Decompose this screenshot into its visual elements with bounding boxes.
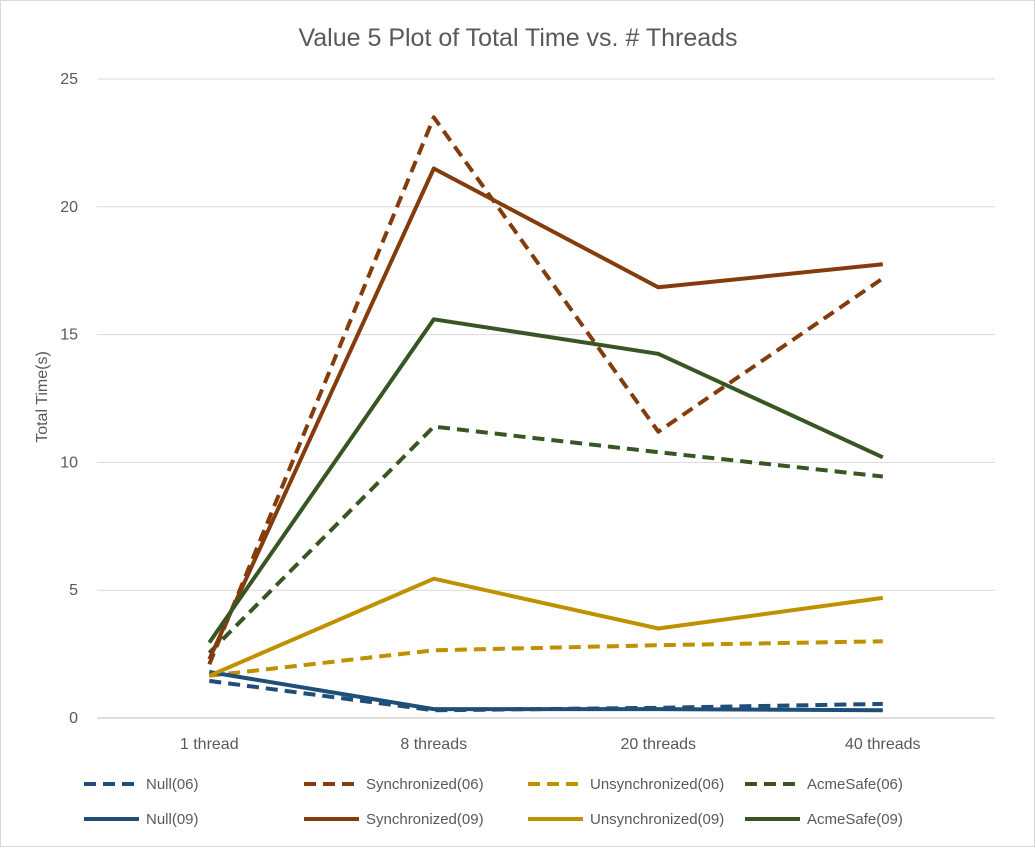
legend-label: AcmeSafe(09) [807,811,903,828]
legend-label: Null(09) [146,811,199,828]
y-tick-label: 0 [69,710,78,727]
legend-label: Null(06) [146,776,199,793]
legend-label: Unsynchronized(06) [590,776,724,793]
legend-item: AcmeSafe(09) [745,811,903,828]
x-axis-ticks: 1 thread 8 threads 20 threads 40 threads [180,736,921,753]
legend-label: AcmeSafe(06) [807,776,903,793]
series-line-null-09 [208,670,883,713]
series-line-acmesafe-09 [207,317,884,644]
y-tick-label: 5 [69,582,78,599]
legend-item: Unsynchronized(09) [528,811,724,828]
x-tick-label: 20 threads [620,736,696,753]
gridlines [97,78,995,719]
y-tick-label: 15 [60,327,78,344]
legend-label: Synchronized(09) [366,811,484,828]
legend-item: AcmeSafe(06) [745,776,903,793]
chart-title: Value 5 Plot of Total Time vs. # Threads [298,24,737,52]
legend-item: Synchronized(06) [304,776,484,793]
series-line-null-06 [209,678,883,713]
y-axis-label: Total Time(s) [34,351,51,443]
y-tick-label: 20 [60,199,78,216]
series-line-unsynchronized-06 [209,639,883,678]
legend-item: Null(09) [84,811,199,828]
legend-label: Unsynchronized(09) [590,811,724,828]
series-line-unsynchronized-09 [208,576,884,678]
series-line-acmesafe-06 [207,424,884,655]
y-tick-label: 25 [60,71,78,88]
series-line-synchronized-09 [207,166,884,661]
y-tick-label: 10 [60,454,78,471]
series-line-synchronized-06 [207,115,884,666]
legend-item: Synchronized(09) [304,811,484,828]
legend-item: Null(06) [84,776,199,793]
y-axis-ticks: 0 5 10 15 20 25 [60,71,78,727]
legend: Null(06) Synchronized(06) Unsynchronized(0… [84,776,903,828]
series-lines [207,115,884,713]
x-tick-label: 8 threads [400,736,467,753]
x-tick-label: 40 threads [845,736,921,753]
legend-item: Unsynchronized(06) [528,776,724,793]
legend-label: Synchronized(06) [366,776,484,793]
x-tick-label: 1 thread [180,736,239,753]
